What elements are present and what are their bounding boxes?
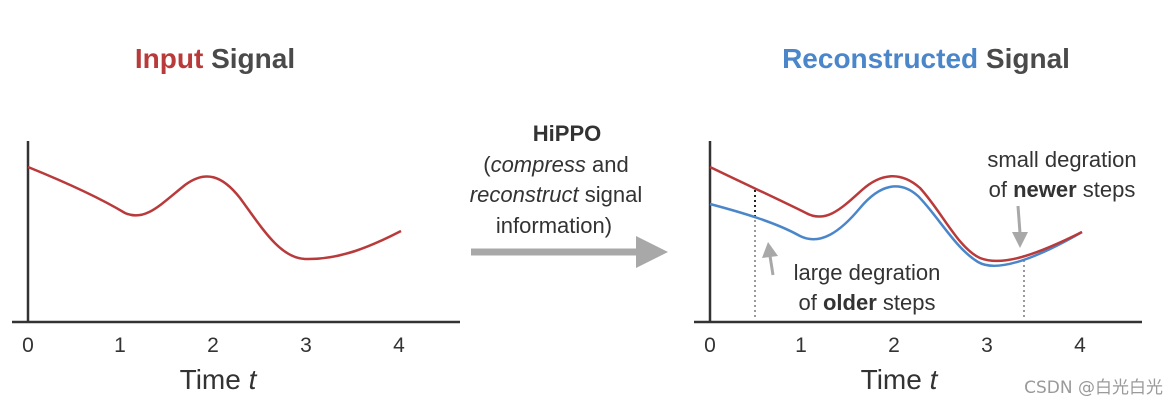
left-panel-title: Input Signal	[135, 43, 295, 74]
left-x-axis-label: Time t	[180, 364, 258, 395]
left-tick-0: 0	[22, 334, 34, 357]
newer-annotation-arrow-head-icon	[1012, 232, 1028, 248]
annotation-newer-bold: newer	[1013, 177, 1077, 202]
annotation-older-pre: of	[799, 290, 823, 315]
csdn-watermark: CSDN @白光白光	[1024, 378, 1163, 398]
right-x-axis-label: Time t	[861, 364, 939, 395]
middle-line-2: (compress and	[483, 152, 629, 177]
left-tick-2: 2	[207, 334, 219, 357]
left-tick-1: 1	[114, 334, 126, 357]
right-panel-title: Reconstructed Signal	[782, 43, 1070, 74]
middle-and: and	[586, 152, 629, 177]
middle-open-paren: (	[483, 152, 491, 177]
left-xlabel-var: t	[249, 364, 258, 395]
annotation-older-post: steps	[877, 290, 936, 315]
middle-line-4: information)	[496, 213, 612, 238]
middle-reconstruct: reconstruct	[470, 182, 580, 207]
middle-signal: signal	[579, 182, 643, 207]
left-xlabel-prefix: Time	[180, 364, 249, 395]
right-title-rest: Signal	[978, 43, 1070, 74]
annotation-older-line1: large degration	[794, 260, 941, 285]
left-title-rest: Signal	[203, 43, 295, 74]
right-xlabel-var: t	[930, 364, 939, 395]
annotation-newer-pre: of	[989, 177, 1013, 202]
right-title-highlight: Reconstructed	[782, 43, 978, 74]
older-annotation-arrow-shaft	[768, 255, 775, 276]
newer-annotation-arrow-shaft	[1016, 205, 1022, 234]
right-tick-4: 4	[1074, 334, 1086, 357]
right-tick-2: 2	[888, 334, 900, 357]
annotation-older-line2: of older steps	[799, 290, 936, 315]
left-tick-3: 3	[300, 334, 312, 357]
big-arrow-head-icon	[636, 236, 668, 268]
left-input-signal-curve	[27, 165, 402, 261]
right-reconstructed-signal-curve	[709, 185, 1083, 267]
annotation-older-bold: older	[823, 290, 877, 315]
annotation-newer-post: steps	[1077, 177, 1136, 202]
annotation-newer-line2: of newer steps	[989, 177, 1136, 202]
middle-compress: compress	[491, 152, 586, 177]
middle-line-3: reconstruct signal	[470, 182, 642, 207]
middle-hippo-label: HiPPO	[533, 121, 601, 146]
right-tick-1: 1	[795, 334, 807, 357]
left-title-highlight: Input	[135, 43, 203, 74]
right-xlabel-prefix: Time	[861, 364, 930, 395]
older-annotation-arrow-head-icon	[762, 242, 778, 258]
right-input-signal-curve	[709, 165, 1083, 263]
left-tick-4: 4	[393, 334, 405, 357]
right-tick-0: 0	[704, 334, 716, 357]
annotation-newer-line1: small degration	[987, 147, 1136, 172]
right-tick-3: 3	[981, 334, 993, 357]
